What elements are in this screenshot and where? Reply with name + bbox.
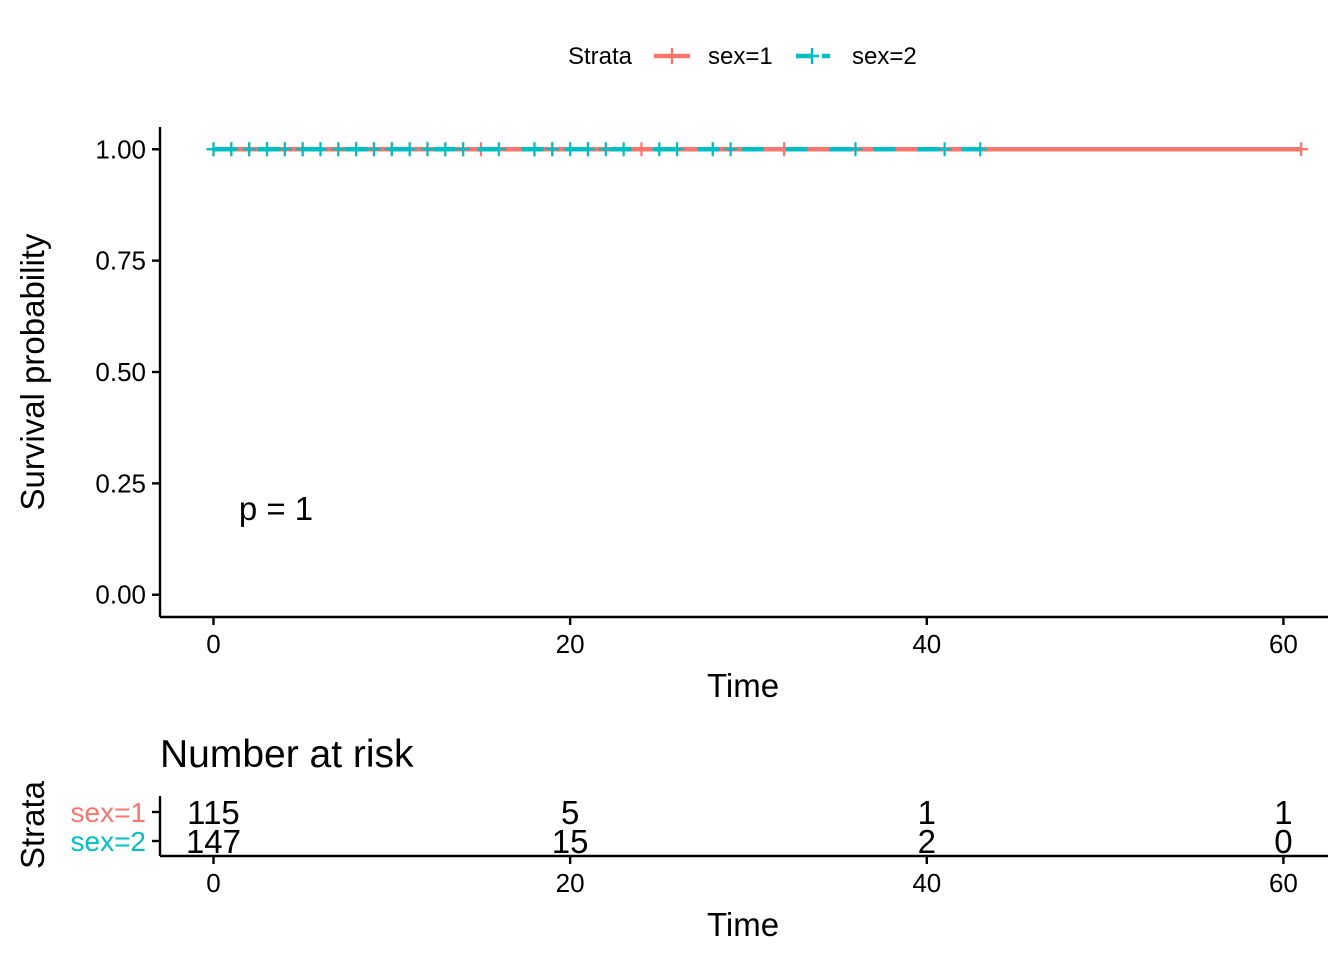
- censor-mark: [598, 142, 613, 157]
- legend-key-sex-2: [796, 48, 830, 64]
- risk-cell: 147: [186, 823, 241, 860]
- censor-mark: [848, 142, 863, 157]
- x-tick-label: 60: [1269, 629, 1298, 659]
- risk-x-tick-label: 0: [206, 868, 220, 898]
- legend-label-sex-2: sex=2: [852, 43, 917, 70]
- censor-mark: [652, 142, 667, 157]
- legend-censor-mark: [665, 48, 679, 64]
- censor-mark: [384, 142, 399, 157]
- censor-mark: [634, 142, 649, 157]
- legend: Strata sex=1 sex=2: [568, 43, 917, 70]
- censor-mark: [545, 142, 560, 157]
- censor-mark: [242, 142, 257, 157]
- legend-title: Strata: [568, 43, 633, 70]
- censor-mark: [349, 142, 364, 157]
- main-axes: 0.00 0.25 0.50 0.75 1.00 0 20 40 60: [95, 127, 1328, 659]
- censor-mark: [206, 142, 221, 157]
- censor-mark: [563, 142, 578, 157]
- risk-cell: 1: [918, 794, 936, 831]
- censor-mark: [295, 142, 310, 157]
- risk-x-tick-label: 40: [912, 868, 941, 898]
- y-tick-label: 0.50: [95, 357, 146, 387]
- risk-row-label: sex=2: [71, 826, 147, 857]
- legend-censor-mark: [805, 48, 819, 64]
- y-tick-label: 0.75: [95, 246, 146, 276]
- legend-key-sex-1: [654, 48, 690, 64]
- censor-mark: [313, 142, 328, 157]
- x-tick-label: 0: [206, 629, 220, 659]
- x-axis-label: Time: [707, 667, 779, 704]
- censor-mark: [937, 142, 952, 157]
- censor-mark: [973, 142, 988, 157]
- risk-cell: 115: [187, 794, 240, 831]
- risk-x-axis-label: Time: [707, 906, 779, 943]
- risk-x-tick-label: 60: [1269, 868, 1298, 898]
- censor-mark: [1294, 142, 1309, 157]
- risk-x-tick-label: 20: [556, 868, 585, 898]
- risk-row-label: sex=1: [71, 797, 147, 828]
- censor-mark: [616, 142, 631, 157]
- y-axis-label: Survival probability: [14, 233, 51, 510]
- risk-cell: 0: [1274, 823, 1292, 860]
- survival-curves: [206, 142, 1309, 157]
- censor-mark: [438, 142, 453, 157]
- censor-mark: [580, 142, 595, 157]
- censor-mark: [456, 142, 471, 157]
- risk-y-axis-label: Strata: [14, 780, 51, 869]
- legend-label-sex-1: sex=1: [708, 43, 773, 70]
- p-value-annotation: p = 1: [239, 490, 313, 527]
- series-sex-2: [206, 142, 988, 157]
- censor-mark: [366, 142, 381, 157]
- y-tick-label: 1.00: [95, 134, 146, 164]
- survival-plot: 0.00 0.25 0.50 0.75 1.00 0 20 40 60 p = 1 Time S…: [14, 127, 1328, 704]
- x-tick-label: 20: [556, 629, 585, 659]
- risk-table-axes: 0 20 40 60: [152, 796, 1328, 898]
- censor-mark: [705, 142, 720, 157]
- risk-cell: 1: [1274, 794, 1292, 831]
- risk-cell: 15: [552, 823, 589, 860]
- censor-mark: [331, 142, 346, 157]
- y-tick-label: 0.00: [95, 580, 146, 610]
- censor-mark: [402, 142, 417, 157]
- censor-mark: [224, 142, 239, 157]
- risk-table-cells: sex=1 115 5 1 1 sex=2 147 15 2 0: [71, 794, 1293, 860]
- risk-table-title: Number at risk: [160, 733, 414, 776]
- x-tick-label: 40: [912, 629, 941, 659]
- risk-cell: 2: [918, 823, 936, 860]
- censor-mark: [491, 142, 506, 157]
- censor-mark: [420, 142, 435, 157]
- risk-cell: 5: [561, 794, 579, 831]
- censor-mark: [670, 142, 685, 157]
- censor-mark: [527, 142, 542, 157]
- censor-mark: [723, 142, 738, 157]
- y-tick-label: 0.25: [95, 468, 146, 498]
- censor-mark: [277, 142, 292, 157]
- censor-mark: [259, 142, 274, 157]
